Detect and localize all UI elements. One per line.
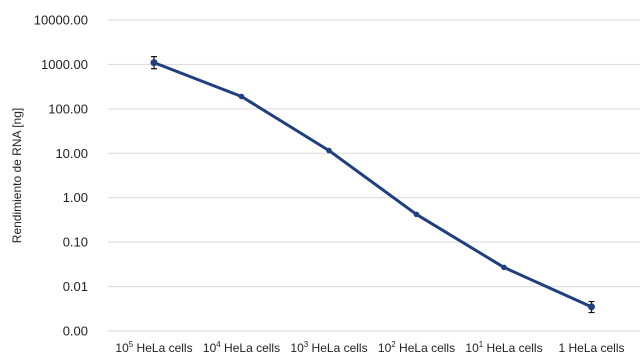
y-tick-label: 10.00 xyxy=(55,146,88,161)
data-point xyxy=(238,93,245,100)
y-tick-label: 1000.00 xyxy=(41,57,88,72)
y-tick-label: 100.00 xyxy=(48,101,88,116)
y-tick-label: 1.00 xyxy=(63,190,88,205)
y-tick-label: 10000.00 xyxy=(34,13,88,28)
y-axis-ticks: 10000.00 1000.00 100.00 10.00 1.00 0.10 0.01 0.… xyxy=(34,13,88,339)
series-group xyxy=(150,56,595,314)
y-tick-label: 0.10 xyxy=(63,235,88,250)
data-point xyxy=(326,147,332,154)
data-point xyxy=(501,264,507,271)
y-tick-label: 0.00 xyxy=(63,324,88,339)
x-tick-label: 103 HeLa cells xyxy=(290,340,367,355)
y-tick-label: 0.01 xyxy=(63,279,88,294)
series-line xyxy=(153,61,593,309)
x-tick-label: 1 HeLa cells xyxy=(558,341,624,355)
data-point xyxy=(588,303,595,311)
x-tick-label: 104 HeLa cells xyxy=(203,340,280,355)
y-axis-label: Rendimiento de RNA [ng] xyxy=(10,108,24,243)
x-tick-label: 102 HeLa cells xyxy=(378,340,455,355)
gridlines xyxy=(108,19,640,332)
x-axis-ticks: 105 HeLa cells 104 HeLa cells 103 HeLa cel… xyxy=(115,340,624,355)
x-tick-label: 101 HeLa cells xyxy=(465,340,542,355)
data-point xyxy=(413,211,420,218)
x-tick-label: 105 HeLa cells xyxy=(115,340,192,355)
data-point xyxy=(150,59,158,67)
